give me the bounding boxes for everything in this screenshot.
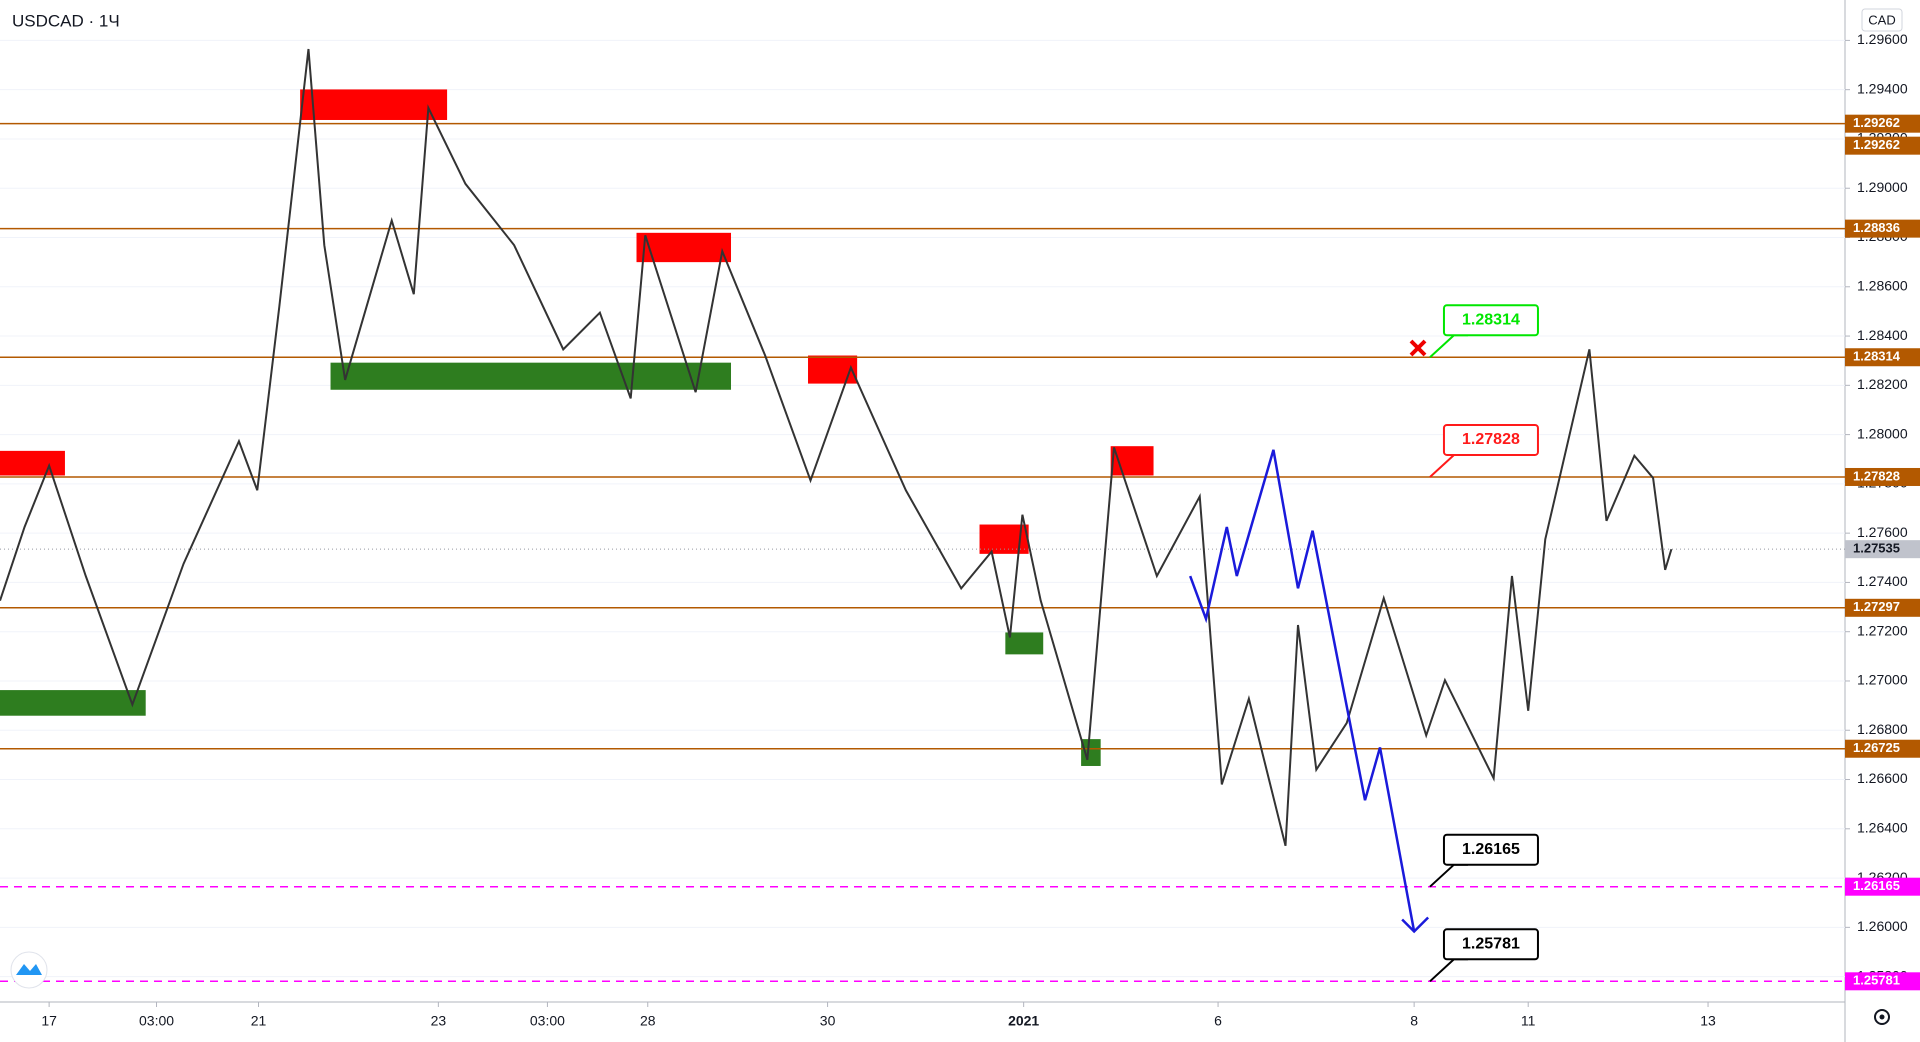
- x-tick-label: 23: [431, 1013, 447, 1029]
- y-tick-label: 1.28200: [1857, 376, 1908, 392]
- price-badge: [1845, 467, 1920, 486]
- price-badge-label: 1.28836: [1853, 220, 1900, 235]
- x-tick-label: 17: [41, 1013, 57, 1029]
- price-badge-label: 1.29262: [1853, 115, 1900, 130]
- callout-box: [1442, 304, 1539, 337]
- y-tick-label: 1.27600: [1857, 524, 1908, 540]
- zone: [330, 362, 732, 390]
- callout-box: [1442, 928, 1539, 961]
- price-badge-label: 1.27828: [1853, 468, 1900, 483]
- price-badge-label: 1.28314: [1853, 349, 1901, 364]
- y-tick-label: 1.26000: [1857, 918, 1908, 934]
- settings-icon[interactable]: [1874, 1009, 1890, 1025]
- y-tick-label: 1.29600: [1857, 31, 1908, 47]
- y-tick-label: 1.26800: [1857, 721, 1908, 737]
- x-tick-label: 13: [1700, 1013, 1716, 1029]
- callout-label: 1.26165: [1462, 841, 1520, 858]
- price-badge-label: 1.29262: [1853, 137, 1900, 152]
- x-tick-label: 21: [251, 1013, 267, 1029]
- x-tick-label: 8: [1410, 1013, 1418, 1029]
- x-tick-label: 03:00: [530, 1013, 565, 1029]
- y-tick-label: 1.26400: [1857, 820, 1908, 836]
- zone: [0, 450, 65, 476]
- currency-box[interactable]: [1861, 8, 1903, 32]
- callout-box: [1442, 833, 1539, 866]
- y-tick-label: 1.29000: [1857, 179, 1908, 195]
- zone: [808, 355, 858, 384]
- y-tick-label: 1.28400: [1857, 327, 1908, 343]
- zone: [300, 89, 448, 120]
- price-line: [0, 48, 1673, 847]
- callout-label: 1.27828: [1462, 431, 1520, 448]
- last-price-label: 1.27535: [1853, 541, 1900, 556]
- callout-label: 1.28314: [1462, 311, 1520, 328]
- zone: [1005, 632, 1044, 655]
- y-tick-label: 1.29400: [1857, 80, 1908, 96]
- price-badge-label: 1.25781: [1853, 973, 1900, 988]
- cross-marker: [1409, 339, 1427, 357]
- price-badge-label: 1.27297: [1853, 599, 1900, 614]
- tv-logo[interactable]: [10, 951, 48, 989]
- x-tick-label: 03:00: [139, 1013, 174, 1029]
- price-badge: [1845, 877, 1920, 896]
- price-badge-label: 1.26165: [1853, 878, 1900, 893]
- x-tick-label: 2021: [1008, 1013, 1039, 1029]
- x-tick-label: 30: [820, 1013, 836, 1029]
- price-badge: [1845, 136, 1920, 155]
- price-badge: [1845, 739, 1920, 758]
- last-price-badge: [1845, 540, 1920, 559]
- x-tick-label: 11: [1521, 1013, 1536, 1029]
- y-tick-label: 1.27000: [1857, 672, 1908, 688]
- currency[interactable]: CAD: [1868, 12, 1895, 27]
- symbol-title: USDCAD · 1Ч: [12, 11, 120, 30]
- callout-box: [1442, 423, 1539, 456]
- zone: [1081, 739, 1101, 766]
- price-badge: [1845, 598, 1920, 617]
- projection-line: [1188, 449, 1416, 932]
- projection-arrowhead: [1401, 916, 1430, 934]
- x-tick-label: 6: [1214, 1013, 1222, 1029]
- price-badge-label: 1.26725: [1853, 740, 1900, 755]
- y-tick-label: 1.28600: [1857, 277, 1908, 293]
- price-badge: [1845, 348, 1920, 367]
- zone: [0, 690, 146, 716]
- price-badge: [1845, 972, 1920, 991]
- callout-label: 1.25781: [1462, 936, 1520, 953]
- y-tick-label: 1.27200: [1857, 622, 1908, 638]
- plot: 1.28314 1.27828 1.26165 1.25781: [0, 39, 1845, 983]
- price-badge: [1845, 219, 1920, 238]
- zone: [1110, 446, 1154, 476]
- y-tick-label: 1.28000: [1857, 425, 1908, 441]
- price-badge: [1845, 114, 1920, 133]
- y-tick-label: 1.27400: [1857, 573, 1908, 589]
- zone: [636, 232, 732, 263]
- y-tick-label: 1.26600: [1857, 770, 1908, 786]
- x-tick-label: 28: [640, 1013, 656, 1029]
